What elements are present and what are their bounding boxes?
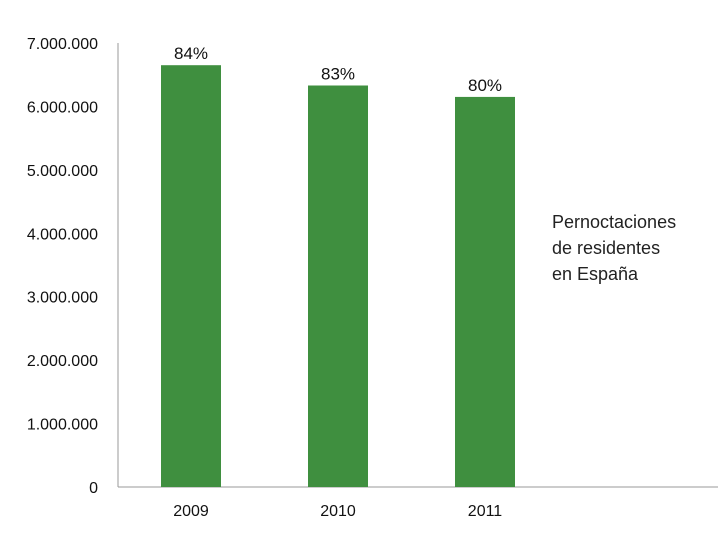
data-labels: 84% 83% 80% (174, 44, 502, 95)
y-tick-label: 7.000.000 (27, 36, 98, 53)
legend-line-3: en España (552, 264, 639, 284)
data-label: 80% (468, 76, 502, 95)
y-tick-labels: 0 1.000.000 2.000.000 3.000.000 4.000.000 5.0… (27, 36, 98, 497)
legend-entry: Pernoctaciones de residentes en España (552, 212, 681, 284)
y-tick-label: 2.000.000 (27, 353, 98, 370)
data-label: 83% (321, 64, 355, 83)
x-tick-labels: 2009 2010 2011 (173, 503, 502, 520)
bars (161, 65, 515, 488)
x-tick-label: 2011 (468, 503, 503, 520)
y-tick-label: 0 (89, 480, 98, 497)
y-tick-label: 4.000.000 (27, 226, 98, 243)
bar (308, 85, 368, 488)
x-tick-label: 2010 (320, 503, 356, 520)
legend-line-2: de residentes (552, 238, 660, 258)
y-tick-label: 5.000.000 (27, 163, 98, 180)
y-tick-label: 3.000.000 (27, 290, 98, 307)
data-label: 84% (174, 44, 208, 63)
bar (455, 96, 515, 488)
y-tick-label: 6.000.000 (27, 99, 98, 116)
legend-line-1: Pernoctaciones (552, 212, 676, 232)
y-tick-label: 1.000.000 (27, 417, 98, 434)
x-tick-label: 2009 (173, 503, 209, 520)
bar (161, 65, 221, 487)
